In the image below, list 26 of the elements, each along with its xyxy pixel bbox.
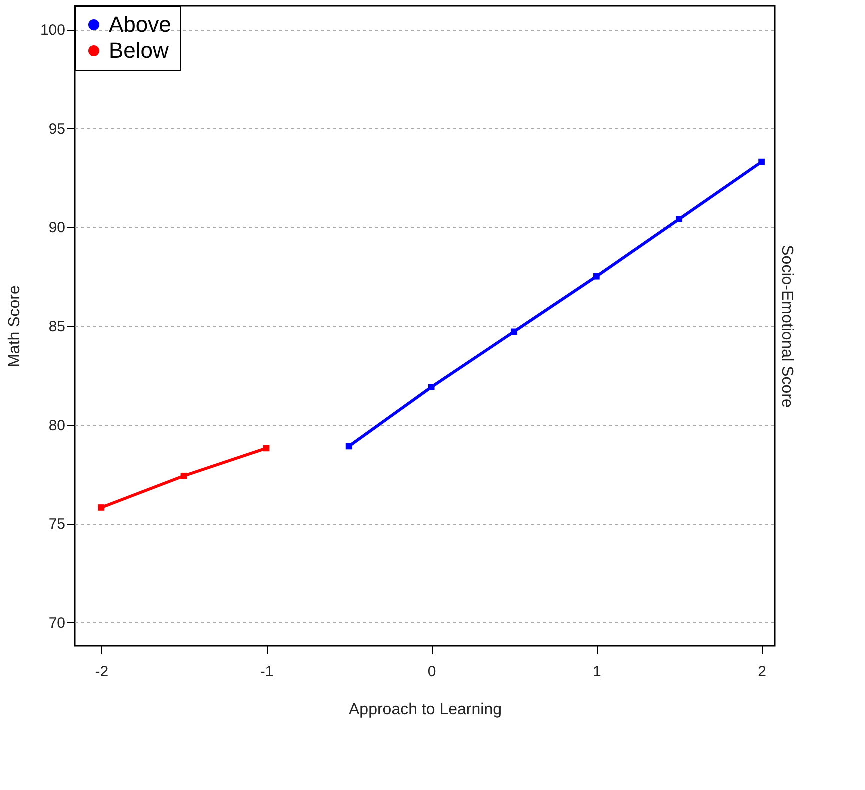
legend-label: Above bbox=[109, 12, 172, 37]
x-axis-title: Approach to Learning bbox=[349, 702, 502, 718]
y-tick-label: 95 bbox=[48, 120, 66, 138]
x-tick-label: -1 bbox=[260, 664, 274, 680]
point bbox=[676, 216, 682, 222]
x-tick-label: 0 bbox=[428, 664, 436, 680]
point bbox=[180, 472, 188, 480]
point bbox=[98, 504, 105, 511]
x-tick-label: 2 bbox=[758, 664, 766, 680]
y-tick-label: 100 bbox=[40, 22, 66, 40]
point bbox=[428, 384, 435, 390]
y-tick-label: 90 bbox=[48, 220, 66, 237]
y-tick-label: 70 bbox=[48, 614, 66, 632]
point bbox=[346, 443, 352, 450]
point bbox=[263, 445, 270, 452]
y-tick-label: 85 bbox=[48, 318, 66, 336]
point bbox=[510, 328, 518, 336]
point bbox=[594, 273, 600, 280]
x-tick-label: -2 bbox=[95, 664, 109, 680]
point bbox=[758, 158, 765, 166]
y-tick-label: 75 bbox=[48, 516, 66, 534]
legend-label: Below bbox=[109, 38, 170, 63]
x-tick-label: 1 bbox=[593, 664, 602, 680]
y-axis-title: Math Score bbox=[6, 285, 24, 368]
y2-axis-title: Socio-Emotional Score bbox=[778, 245, 796, 408]
y-tick-label: 80 bbox=[48, 417, 66, 434]
